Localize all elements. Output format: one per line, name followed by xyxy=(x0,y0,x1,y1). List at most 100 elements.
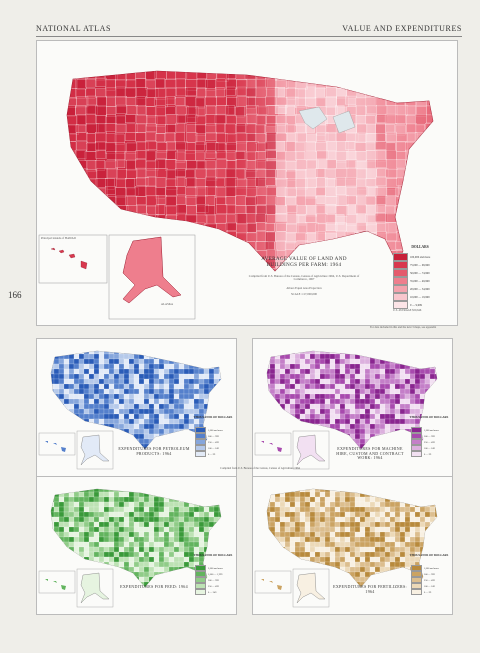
hawaii-islands xyxy=(45,441,66,452)
us-map-land-value xyxy=(38,70,434,320)
hawaii-inset xyxy=(38,570,76,594)
legend-swatch xyxy=(411,583,422,589)
legend-note: U.S. AVERAGE $50,646 xyxy=(393,309,422,312)
legend-item: 500 — 999 xyxy=(195,577,219,583)
legend-swatch xyxy=(393,261,408,269)
atlas-title: NATIONAL ATLAS xyxy=(36,24,111,33)
county-shading xyxy=(67,71,433,271)
hawaii-inset xyxy=(38,234,108,284)
map-title: EXPENDITURES FOR MACHINE HIRE, CUSTOM AN… xyxy=(336,446,404,461)
legend-label: 10,000 — 19,999 xyxy=(410,295,430,299)
legend-swatch xyxy=(195,439,206,445)
machine-hire-map-panel: EXPENDITURES FOR MACHINE HIRE, CUSTOM AN… xyxy=(252,338,453,477)
legend-item: 100,000 and more xyxy=(393,253,430,261)
hawaii-islands xyxy=(261,441,282,452)
alaska-shape xyxy=(80,572,110,604)
great-lakes xyxy=(298,106,356,134)
map-title: EXPENDITURES FOR FERTILIZERS: 1964 xyxy=(333,584,407,594)
legend-item: 1,000 and more xyxy=(411,427,439,433)
hawaii-islands xyxy=(261,579,282,590)
legend-item: 1,000 and more xyxy=(195,427,223,433)
legend-label: 1,000 — 1,999 xyxy=(208,572,223,576)
page-number: 166 xyxy=(8,290,22,300)
legend-swatch xyxy=(411,577,422,583)
legend-item: 0 — 9,999 xyxy=(393,301,422,309)
legend-swatch xyxy=(393,269,408,277)
legend-label: 75,000 — 99,999 xyxy=(410,263,430,267)
legend-swatch xyxy=(411,451,422,457)
legend-swatch xyxy=(393,285,408,293)
legend-item: 250 — 499 xyxy=(195,583,219,589)
legend-title: THOUSANDS OF DOLLARS xyxy=(409,553,449,557)
legend-item: 50,000 — 74,999 xyxy=(393,269,430,277)
legend-item: 100 — 249 xyxy=(195,445,219,451)
hawaii-inset xyxy=(254,570,292,594)
alaska-label: ALASKA xyxy=(160,302,174,306)
scale-label: SCALE 1:17,000,000 xyxy=(290,292,318,296)
alaska-shape xyxy=(80,434,110,466)
legend-label: 500 — 999 xyxy=(208,434,219,438)
legend-label: 20,000 — 34,999 xyxy=(410,287,430,291)
legend-label: 0 — 249 xyxy=(208,590,217,594)
legend-swatch xyxy=(411,571,422,577)
legend-item: 500 — 999 xyxy=(411,433,435,439)
legend-item: 500 — 999 xyxy=(195,433,219,439)
legend-label: 100 — 249 xyxy=(208,446,219,450)
legend-item: 1,000 and more xyxy=(411,565,439,571)
legend-item: 1,000 — 1,999 xyxy=(195,571,222,577)
alaska-shape xyxy=(296,434,326,466)
legend-label: 500 — 999 xyxy=(424,572,435,576)
legend-label: 50,000 — 74,999 xyxy=(410,271,430,275)
us-map xyxy=(38,350,222,470)
legend-item: 250 — 499 xyxy=(411,577,435,583)
center-credit: Compiled from U.S. Bureau of the Census,… xyxy=(220,467,300,470)
legend-label: 2,000 and more xyxy=(208,566,223,570)
legend-label: 100,000 and more xyxy=(410,255,431,259)
legend-label: 1,000 and more xyxy=(424,566,439,570)
legend-item: 0 — 249 xyxy=(195,589,216,595)
side-note: For data included in this and the next 3… xyxy=(370,326,437,329)
legend-swatch xyxy=(411,445,422,451)
legend-item: 100 — 249 xyxy=(411,583,435,589)
us-map xyxy=(38,488,222,608)
us-map xyxy=(254,488,438,608)
legend-item: 100 — 249 xyxy=(411,445,435,451)
alaska-shape xyxy=(296,572,326,604)
legend-swatch xyxy=(195,451,206,457)
main-map-title: AVERAGE VALUE OF LAND AND BUILDINGS PER … xyxy=(261,256,347,268)
legend-title: THOUSANDS OF DOLLARS xyxy=(409,415,449,419)
legend-swatch xyxy=(195,433,206,439)
legend-swatch xyxy=(411,589,422,595)
legend-swatch xyxy=(195,571,206,577)
legend-item: 10,000 — 19,999 xyxy=(393,293,430,301)
hawaii-islands xyxy=(45,579,66,590)
legend-swatch xyxy=(411,427,422,433)
legend-label: 250 — 499 xyxy=(208,440,219,444)
petroleum-map-panel: EXPENDITURES FOR PETROLEUM PRODUCTS: 196… xyxy=(36,338,237,477)
legend-label: 250 — 499 xyxy=(424,578,435,582)
header-rule xyxy=(36,36,462,37)
fertilizer-map-panel: EXPENDITURES FOR FERTILIZERS: 1964 THOUSA… xyxy=(252,476,453,615)
projection-label: Albers Equal Area Projection xyxy=(286,286,322,290)
legend-item: 75,000 — 99,999 xyxy=(393,261,430,269)
legend-item: 20,000 — 34,999 xyxy=(393,285,430,293)
legend-label: 0 — 99 xyxy=(424,452,432,456)
alaska-inset xyxy=(292,568,330,608)
legend-swatch xyxy=(411,565,422,571)
legend-item: 0 — 99 xyxy=(411,589,431,595)
county-shading xyxy=(51,351,221,449)
legend-label: 500 — 999 xyxy=(424,434,435,438)
alaska-shape xyxy=(122,236,182,304)
hawaii-islands xyxy=(50,247,88,270)
hawaii-inset xyxy=(38,432,76,456)
alaska-inset xyxy=(76,430,114,470)
legend-label: 250 — 499 xyxy=(208,584,219,588)
legend-item: 250 — 499 xyxy=(411,439,435,445)
hawaii-label: Principal islands of HAWAII xyxy=(41,236,76,240)
legend-label: 250 — 499 xyxy=(424,440,435,444)
legend-swatch xyxy=(195,565,206,571)
main-map-panel: Principal islands of HAWAII ALASKA AVERA… xyxy=(36,40,458,326)
alaska-inset xyxy=(292,430,330,470)
legend-swatch xyxy=(195,589,206,595)
legend-item: 2,000 and more xyxy=(195,565,223,571)
